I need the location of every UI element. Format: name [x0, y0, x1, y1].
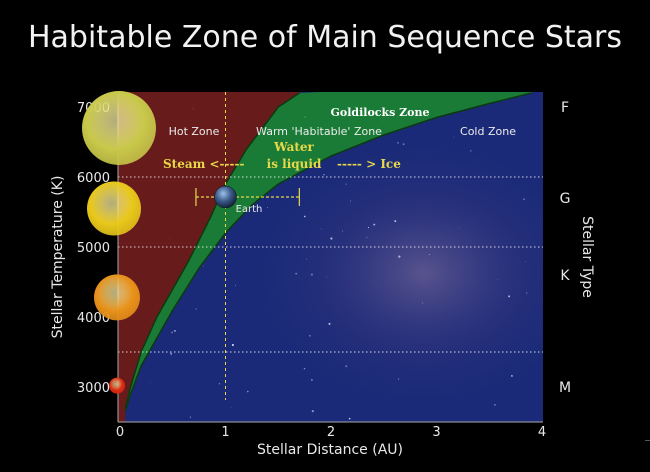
stellar-type-label: G: [560, 191, 571, 207]
background-star: [267, 207, 268, 208]
star-disc: [94, 274, 140, 321]
background-star: [453, 136, 455, 138]
background-star: [342, 230, 343, 232]
background-star: [311, 410, 314, 413]
background-star: [326, 276, 327, 278]
background-star: [348, 417, 351, 420]
hz-outer-boundary: [124, 92, 532, 412]
background-star: [330, 237, 333, 240]
star-disc: [109, 377, 125, 394]
warm-zone-label: Warm 'Habitable' Zone: [256, 125, 382, 138]
background-star: [174, 330, 176, 332]
background-star: [394, 220, 397, 223]
x-tick-label: 2: [327, 425, 335, 440]
y-tick-label: 6000: [77, 171, 110, 186]
y-axis-label: Stellar Temperature (K): [50, 176, 66, 339]
background-star: [320, 228, 322, 230]
ice-label: ----- > Ice: [337, 157, 401, 171]
star-disc: [82, 91, 156, 165]
background-star: [323, 174, 325, 176]
background-star: [345, 183, 347, 185]
background-star: [366, 237, 368, 238]
background-star: [367, 227, 370, 229]
background-star: [309, 335, 311, 337]
background-star: [310, 273, 314, 276]
background-star: [235, 284, 236, 286]
background-star: [525, 261, 527, 263]
background-star: [402, 143, 405, 145]
y-tick-label: 3000: [77, 381, 110, 396]
right-axis-label: Stellar Type: [579, 216, 595, 298]
background-star: [231, 407, 232, 408]
background-star: [508, 295, 511, 298]
edge-mark: [645, 440, 650, 441]
background-star: [470, 150, 472, 152]
page-title: Habitable Zone of Main Sequence Stars: [27, 20, 623, 55]
background-star: [231, 343, 234, 347]
background-star: [171, 331, 174, 334]
goldilocks-zone-label: Goldilocks Zone: [331, 106, 430, 119]
background-star: [305, 258, 307, 260]
background-star: [218, 383, 221, 385]
x-axis-label: Stellar Distance (AU): [257, 442, 403, 458]
earth-label: Earth: [236, 204, 263, 215]
water-label: Water: [273, 140, 314, 154]
x-tick-label: 4: [538, 425, 546, 440]
background-star: [345, 365, 348, 368]
background-star: [397, 141, 399, 144]
background-star: [189, 416, 192, 418]
background-star: [195, 308, 197, 310]
background-star: [510, 374, 513, 377]
liquid-label: is liquid: [267, 157, 322, 171]
hz-inner-boundary: [124, 92, 300, 409]
hot-zone-label: Hot Zone: [169, 125, 220, 138]
background-star: [398, 378, 400, 380]
background-star: [523, 198, 525, 200]
background-star: [202, 265, 204, 267]
background-star: [350, 200, 351, 202]
background-star: [497, 279, 499, 280]
background-star: [170, 352, 173, 355]
stellar-type-label: M: [559, 380, 571, 396]
background-star: [304, 215, 306, 218]
x-tick-label: 1: [221, 425, 229, 440]
hot-zone-region: [118, 92, 300, 422]
x-tick-label: 0: [116, 425, 124, 440]
stellar-type-label: K: [560, 268, 570, 284]
background-star: [311, 379, 313, 381]
background-star: [398, 255, 401, 258]
earth-icon: [214, 185, 237, 209]
steam-label: Steam <-----: [163, 157, 244, 171]
y-tick-label: 4000: [77, 311, 110, 326]
background-star: [303, 367, 306, 370]
background-star: [428, 253, 430, 255]
background-star: [150, 382, 152, 384]
background-star: [526, 292, 528, 294]
y-tick-label: 5000: [77, 241, 110, 256]
background-star: [246, 390, 249, 393]
stellar-type-label: F: [561, 100, 569, 116]
background-star: [494, 404, 496, 406]
star-disc: [87, 181, 141, 236]
background-star: [373, 223, 376, 226]
background-star: [458, 227, 460, 229]
background-star: [295, 272, 298, 275]
habitable-zone-band: [125, 92, 532, 412]
cold-zone-label: Cold Zone: [460, 125, 516, 138]
x-tick-label: 3: [432, 425, 440, 440]
background-star: [422, 302, 424, 304]
background-star: [328, 322, 331, 325]
